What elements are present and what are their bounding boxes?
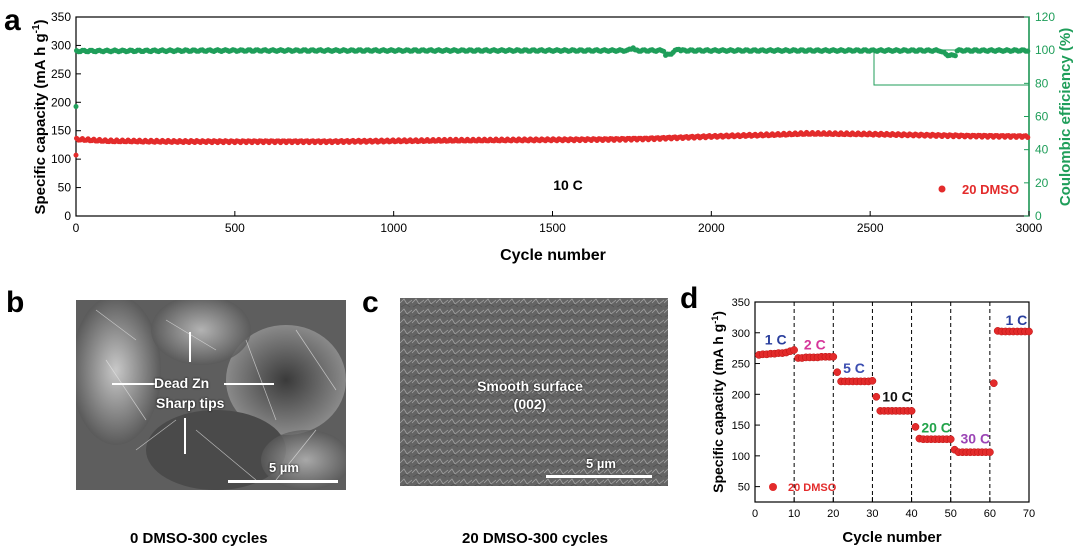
x-axis-label: Cycle number bbox=[500, 247, 606, 264]
rate-label: 1 C bbox=[1006, 312, 1028, 328]
a-y-tick-label-left: 200 bbox=[51, 95, 71, 109]
arrow-right-pointer bbox=[224, 383, 274, 385]
arrow-bottom-pointer bbox=[184, 418, 186, 454]
sem-c-scale-bar bbox=[546, 475, 652, 478]
rate-annotation: 10 C bbox=[553, 177, 583, 193]
rate-label: 5 C bbox=[843, 360, 865, 376]
d-x-tick-label: 50 bbox=[945, 508, 957, 520]
panel-letter-a: a bbox=[4, 4, 21, 37]
a-x-tick-label: 2500 bbox=[857, 221, 884, 235]
a-y-tick-label-left: 300 bbox=[51, 38, 71, 52]
sem-texture-c bbox=[400, 298, 668, 486]
a-x-tick-label: 2000 bbox=[698, 221, 725, 235]
d-x-tick-label: 70 bbox=[1023, 508, 1035, 520]
efficiency-point bbox=[661, 48, 667, 54]
sem-image-0-dmso: Dead Zn Sharp tips 5 µm bbox=[76, 300, 346, 490]
sem-image-20-dmso: Smooth surface (002) 5 µm bbox=[400, 298, 668, 486]
rate-point bbox=[872, 392, 881, 401]
rate-label: 1 C bbox=[765, 331, 787, 347]
legend-marker bbox=[938, 185, 946, 193]
d-y-tick-label: 250 bbox=[732, 359, 750, 371]
a-y-tick-label-right: 20 bbox=[1035, 176, 1049, 190]
y-axis-label-left: Specific capacity (mA h g-1) bbox=[31, 19, 49, 214]
a-y-tick-label-left: 0 bbox=[64, 209, 71, 223]
a-y-tick-label-left: 150 bbox=[51, 124, 71, 138]
legend-label: 20 DMSO bbox=[962, 182, 1019, 197]
cycling-chart: 0 500 1000 1500 2000 2500 30000501001502002503… bbox=[31, 10, 1074, 264]
a-y-tick-label-left: 250 bbox=[51, 67, 71, 81]
d-x-tick-label: 30 bbox=[866, 508, 878, 520]
a-y-tick-label-right: 0 bbox=[1035, 209, 1042, 223]
a-y-tick-label-left: 50 bbox=[58, 181, 72, 195]
a-y-tick-label-right: 60 bbox=[1035, 110, 1049, 124]
rate-point bbox=[1025, 327, 1033, 336]
efficiency-point bbox=[73, 104, 79, 110]
d-y-tick-label: 100 bbox=[732, 451, 750, 463]
rate-point bbox=[790, 346, 798, 354]
a-y-tick-label-right: 80 bbox=[1035, 76, 1049, 90]
d-x-tick-label: 20 bbox=[827, 508, 839, 520]
arrow-top-pointer bbox=[189, 332, 191, 362]
capacity-point bbox=[73, 152, 79, 158]
sem-b-label-1: Dead Zn bbox=[154, 375, 210, 391]
a-x-tick-label: 1500 bbox=[539, 221, 566, 235]
a-y-tick-label-right: 100 bbox=[1035, 43, 1055, 57]
rate-point bbox=[946, 435, 955, 444]
d-x-tick-label: 40 bbox=[905, 508, 917, 520]
d-y-tick-label: 50 bbox=[738, 482, 750, 494]
chart-d-frame bbox=[754, 301, 1030, 503]
sem-b-scale-text: 5 µm bbox=[269, 460, 299, 475]
y-axis-label-right: Coulombic efficiency (%) bbox=[1057, 28, 1074, 206]
a-y-tick-label-left: 100 bbox=[51, 152, 71, 166]
rate-label: 10 C bbox=[882, 389, 912, 405]
caption-20-dmso: 20 DMSO-300 cycles bbox=[462, 530, 608, 547]
d-y-tick-label: 150 bbox=[732, 420, 750, 432]
panel-letter-b: b bbox=[6, 286, 25, 319]
a-x-tick-label: 0 bbox=[73, 221, 80, 235]
d-y-tick-label: 200 bbox=[732, 389, 750, 401]
sem-texture-b bbox=[76, 300, 346, 490]
d-y-tick-label: 350 bbox=[732, 297, 750, 309]
sem-c-label-2: (002) bbox=[513, 396, 547, 412]
d-x-tick-label: 0 bbox=[752, 508, 758, 520]
panel-letter-c: c bbox=[362, 286, 379, 319]
rate-label: 2 C bbox=[804, 336, 826, 352]
rate-point bbox=[907, 407, 916, 415]
d-legend-label: 20 DMSO bbox=[788, 482, 837, 494]
a-y-tick-label-right: 40 bbox=[1035, 143, 1049, 157]
d-x-tick-label: 10 bbox=[788, 508, 800, 520]
caption-0-dmso: 0 DMSO-300 cycles bbox=[130, 530, 268, 547]
d-x-axis-label: Cycle number bbox=[842, 529, 941, 546]
a-x-tick-label: 3000 bbox=[1016, 221, 1043, 235]
d-y-tick-label: 300 bbox=[732, 328, 750, 340]
panel-letter-d: d bbox=[680, 282, 699, 315]
d-legend-marker bbox=[769, 483, 777, 491]
sem-c-scale-text: 5 µm bbox=[586, 456, 616, 471]
rate-point bbox=[868, 376, 877, 385]
capacity-point bbox=[1025, 134, 1031, 140]
rate-point bbox=[989, 379, 998, 388]
sem-b-label-2: Sharp tips bbox=[156, 395, 225, 411]
a-y-tick-label-right: 120 bbox=[1035, 10, 1055, 24]
rate-point bbox=[829, 352, 838, 361]
rate-point bbox=[833, 368, 842, 377]
a-x-tick-label: 1000 bbox=[380, 221, 407, 235]
rate-label: 30 C bbox=[961, 431, 991, 447]
efficiency-point bbox=[952, 53, 958, 59]
arrow-left-pointer bbox=[112, 383, 156, 385]
rate-point bbox=[911, 423, 920, 431]
sem-b-scale-bar bbox=[228, 480, 338, 483]
d-y-axis-label: Specific capacity (mA h g-1) bbox=[710, 311, 726, 493]
sem-c-label-1: Smooth surface bbox=[477, 378, 583, 394]
rate-label: 20 C bbox=[921, 419, 951, 435]
rate-point bbox=[986, 448, 994, 457]
d-x-tick-label: 60 bbox=[984, 508, 996, 520]
efficiency-axis-pointer bbox=[873, 49, 1029, 86]
a-y-tick-label-left: 350 bbox=[51, 10, 71, 24]
a-x-tick-label: 500 bbox=[225, 221, 245, 235]
